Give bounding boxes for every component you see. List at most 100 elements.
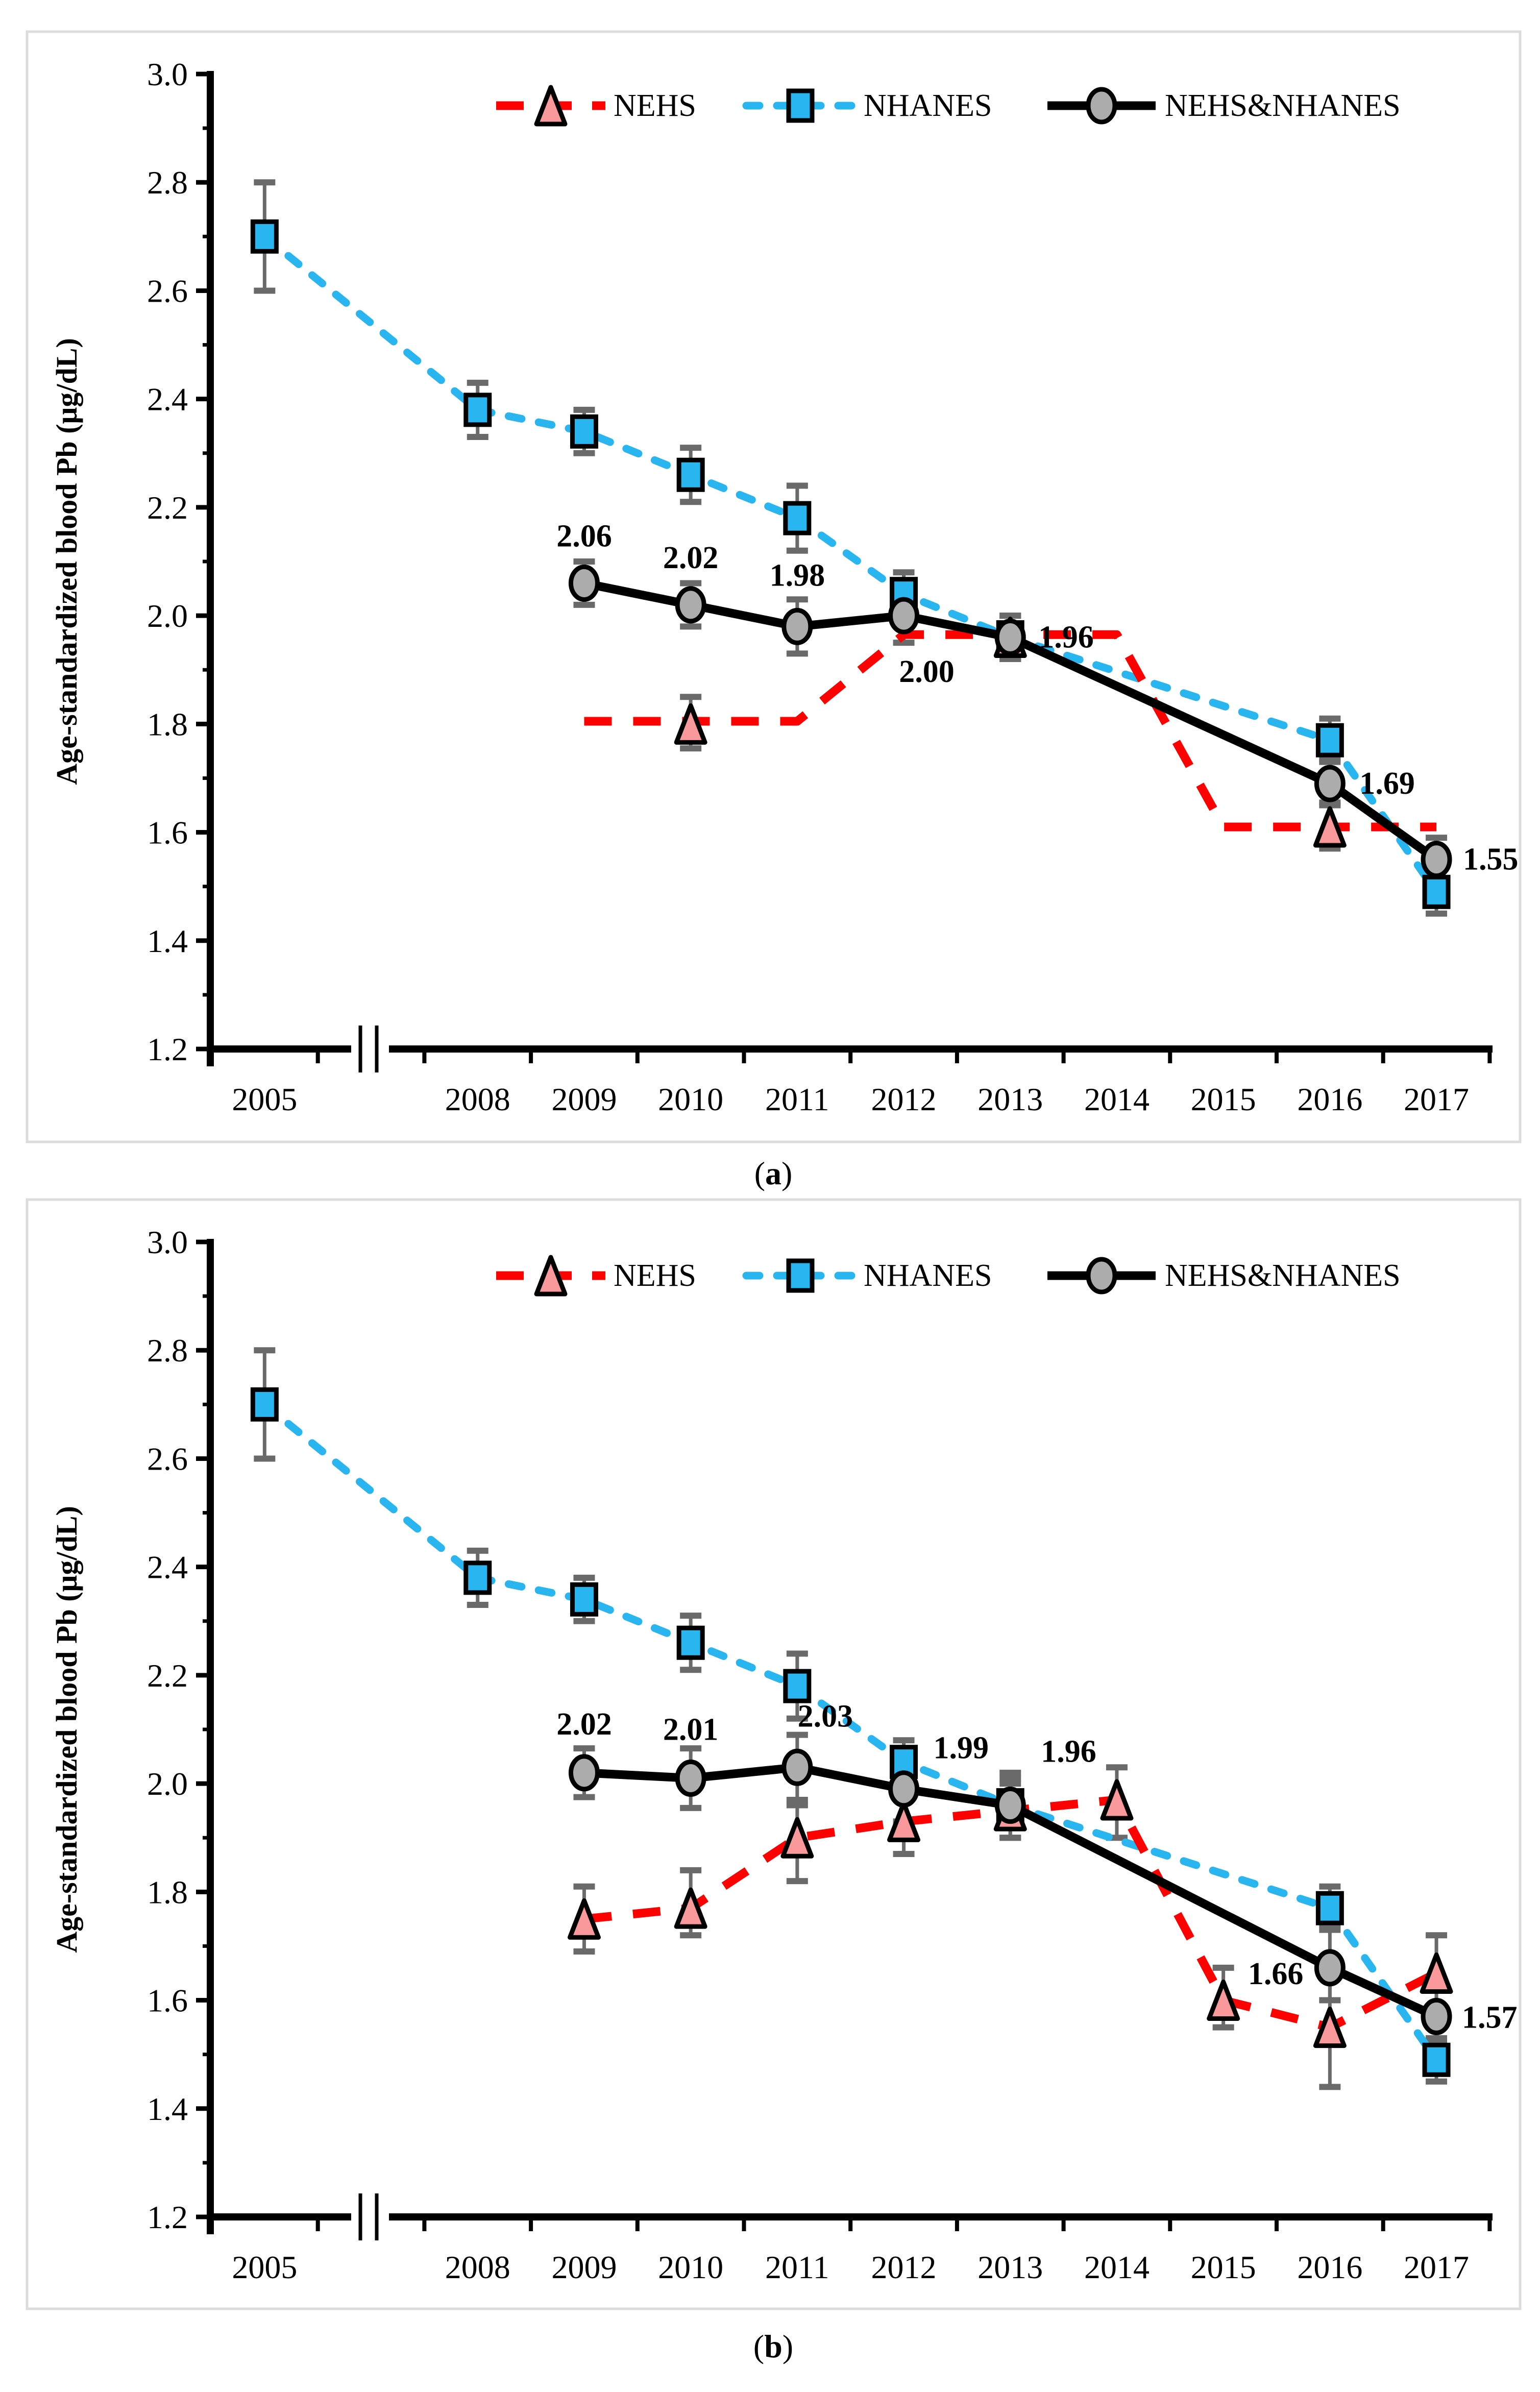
circle-marker-2017: [1421, 1997, 1452, 2035]
x-tick-label: 2017: [1404, 2249, 1469, 2285]
point-label-2016: 1.66: [1248, 1957, 1304, 1991]
square-marker-2017: [1422, 2042, 1451, 2077]
x-tick-label: 2016: [1297, 2249, 1362, 2285]
axes: 3.0 2.8 2.6 2.4 2.2 2.0 1.8 1.6 1.4 1.2 2005 2008 20…: [147, 1224, 1493, 2285]
x-tick-label: 2015: [1191, 2249, 1256, 2285]
y-tick-label: 1.8: [147, 1874, 188, 1910]
point-label-2013: 1.96: [1041, 1735, 1096, 1769]
square-marker-2008: [463, 1560, 492, 1595]
point-label-2009: 2.02: [556, 1707, 612, 1742]
series-markers: [250, 219, 1452, 909]
point-label-2011: 2.03: [798, 1699, 853, 1734]
point-label-2012: 2.00: [899, 654, 955, 689]
x-tick-label: 2013: [977, 2249, 1043, 2285]
circle-marker-2012: [888, 597, 920, 634]
y-tick-label: 2.0: [147, 1766, 188, 1802]
triangle-marker-2014: [1100, 1779, 1134, 1821]
point-label-2016: 1.69: [1359, 766, 1415, 801]
square-marker-2016: [1315, 723, 1344, 758]
legend-label-nhanes: NHANES: [864, 88, 992, 123]
x-tick-label: 2008: [445, 2249, 510, 2285]
x-tick-label: 2014: [1084, 2249, 1150, 2285]
point-labels: 2.06 2.02 1.98 2.00 1.96 1.69 1.55: [556, 519, 1518, 876]
series-lines: [260, 232, 1440, 896]
x-tick-label: 2005: [232, 1081, 297, 1117]
y-tick-label: 3.0: [147, 1224, 188, 1260]
x-tick-label: 2005: [232, 2249, 297, 2285]
x-tick-label: 2012: [871, 2249, 937, 2285]
circle-marker-2017: [1421, 841, 1452, 878]
triangle-marker-2010: [674, 1887, 707, 1929]
triangle-marker-2010: [674, 703, 707, 745]
x-tick-label: 2012: [871, 1081, 937, 1117]
panel-a: 3.0 2.8 2.6 2.4 2.2 2.0 1.8 1.6 1.4 1.2 2005 2008 20…: [26, 30, 1522, 1143]
legend: NEHS NHANES NEHS&NHANES: [496, 85, 1401, 127]
square-marker-2011: [783, 1669, 812, 1703]
circle-marker-2013: [994, 1787, 1026, 1824]
x-tick-label: 2008: [445, 1081, 510, 1117]
square-marker-2016: [1315, 1891, 1344, 1925]
square-marker-2011: [783, 501, 812, 535]
y-tick-label: 1.2: [147, 1031, 188, 1067]
y-tick-label: 3.0: [147, 56, 188, 92]
y-tick-label: 2.4: [147, 381, 188, 418]
point-label-2011: 1.98: [770, 558, 825, 593]
legend-triangle-marker: [534, 85, 568, 127]
series-markers: [250, 1387, 1453, 2077]
circle-marker-2010: [675, 1760, 706, 1797]
legend-square-marker: [786, 88, 815, 123]
point-label-2012: 1.99: [934, 1731, 989, 1766]
x-tick-label: 2017: [1404, 1081, 1469, 1117]
y-tick-label: 2.2: [147, 490, 188, 526]
x-tick-label: 2009: [551, 2249, 617, 2285]
x-tick-label: 2016: [1297, 1081, 1362, 1117]
y-axis-label-a: Age-standardized blood Pb (μg/dL): [50, 338, 83, 785]
x-tick-label: 2010: [658, 2249, 723, 2285]
square-marker-2008: [463, 393, 492, 427]
x-tick-label: 2011: [765, 1081, 829, 1117]
legend-label-comb: NEHS&NHANES: [1165, 1258, 1401, 1293]
point-label-2017: 1.55: [1463, 842, 1519, 877]
x-tick-label: 2010: [658, 1081, 723, 1117]
triangle-marker-2015: [1207, 1980, 1240, 2021]
square-marker-2005: [250, 219, 279, 254]
y-tick-label: 2.8: [147, 164, 188, 201]
circle-marker-2011: [781, 607, 813, 645]
square-marker-2009: [570, 414, 598, 449]
circle-marker-2011: [781, 1748, 813, 1786]
circle-marker-2010: [675, 586, 706, 624]
circle-marker-2013: [994, 619, 1026, 656]
error-bars: [254, 179, 1448, 917]
x-tick-label: 2014: [1084, 1081, 1150, 1117]
legend: NEHS NHANES NEHS&NHANES: [496, 1255, 1401, 1297]
square-marker-2005: [250, 1387, 279, 1422]
legend-square-marker: [786, 1258, 815, 1293]
circle-marker-2009: [568, 1754, 600, 1792]
triangle-marker-2012: [887, 1800, 921, 1842]
x-tick-label: 2013: [977, 1081, 1043, 1117]
y-tick-label: 2.8: [147, 1332, 188, 1369]
panel-b: 3.0 2.8 2.6 2.4 2.2 2.0 1.8 1.6 1.4 1.2 2005 2008 20…: [26, 1198, 1522, 2310]
y-tick-label: 1.6: [147, 815, 188, 851]
square-marker-2009: [570, 1582, 598, 1617]
square-marker-2017: [1422, 874, 1451, 909]
point-labels: 2.02 2.01 2.03 1.99 1.96 1.66 1.57: [556, 1699, 1517, 2035]
point-label-2013: 1.96: [1038, 620, 1094, 655]
y-tick-label: 2.0: [147, 598, 188, 634]
circle-marker-2012: [888, 1770, 920, 1808]
legend-label-comb: NEHS&NHANES: [1165, 88, 1401, 123]
axes: 3.0 2.8 2.6 2.4 2.2 2.0 1.8 1.6 1.4 1.2 2005 2008 20…: [147, 56, 1493, 1117]
triangle-marker-2011: [780, 1817, 814, 1859]
point-label-2009: 2.06: [556, 519, 612, 553]
legend-circle-marker: [1086, 87, 1117, 125]
square-marker-2010: [676, 1625, 705, 1660]
circle-marker-2016: [1314, 765, 1346, 802]
y-tick-label: 1.6: [147, 1983, 188, 2019]
legend-label-nhanes: NHANES: [864, 1258, 992, 1293]
point-label-2017: 1.57: [1462, 2000, 1518, 2035]
x-tick-label: 2011: [765, 2249, 829, 2285]
legend-label-nehs: NEHS: [614, 88, 696, 123]
y-tick-label: 1.2: [147, 2199, 188, 2235]
